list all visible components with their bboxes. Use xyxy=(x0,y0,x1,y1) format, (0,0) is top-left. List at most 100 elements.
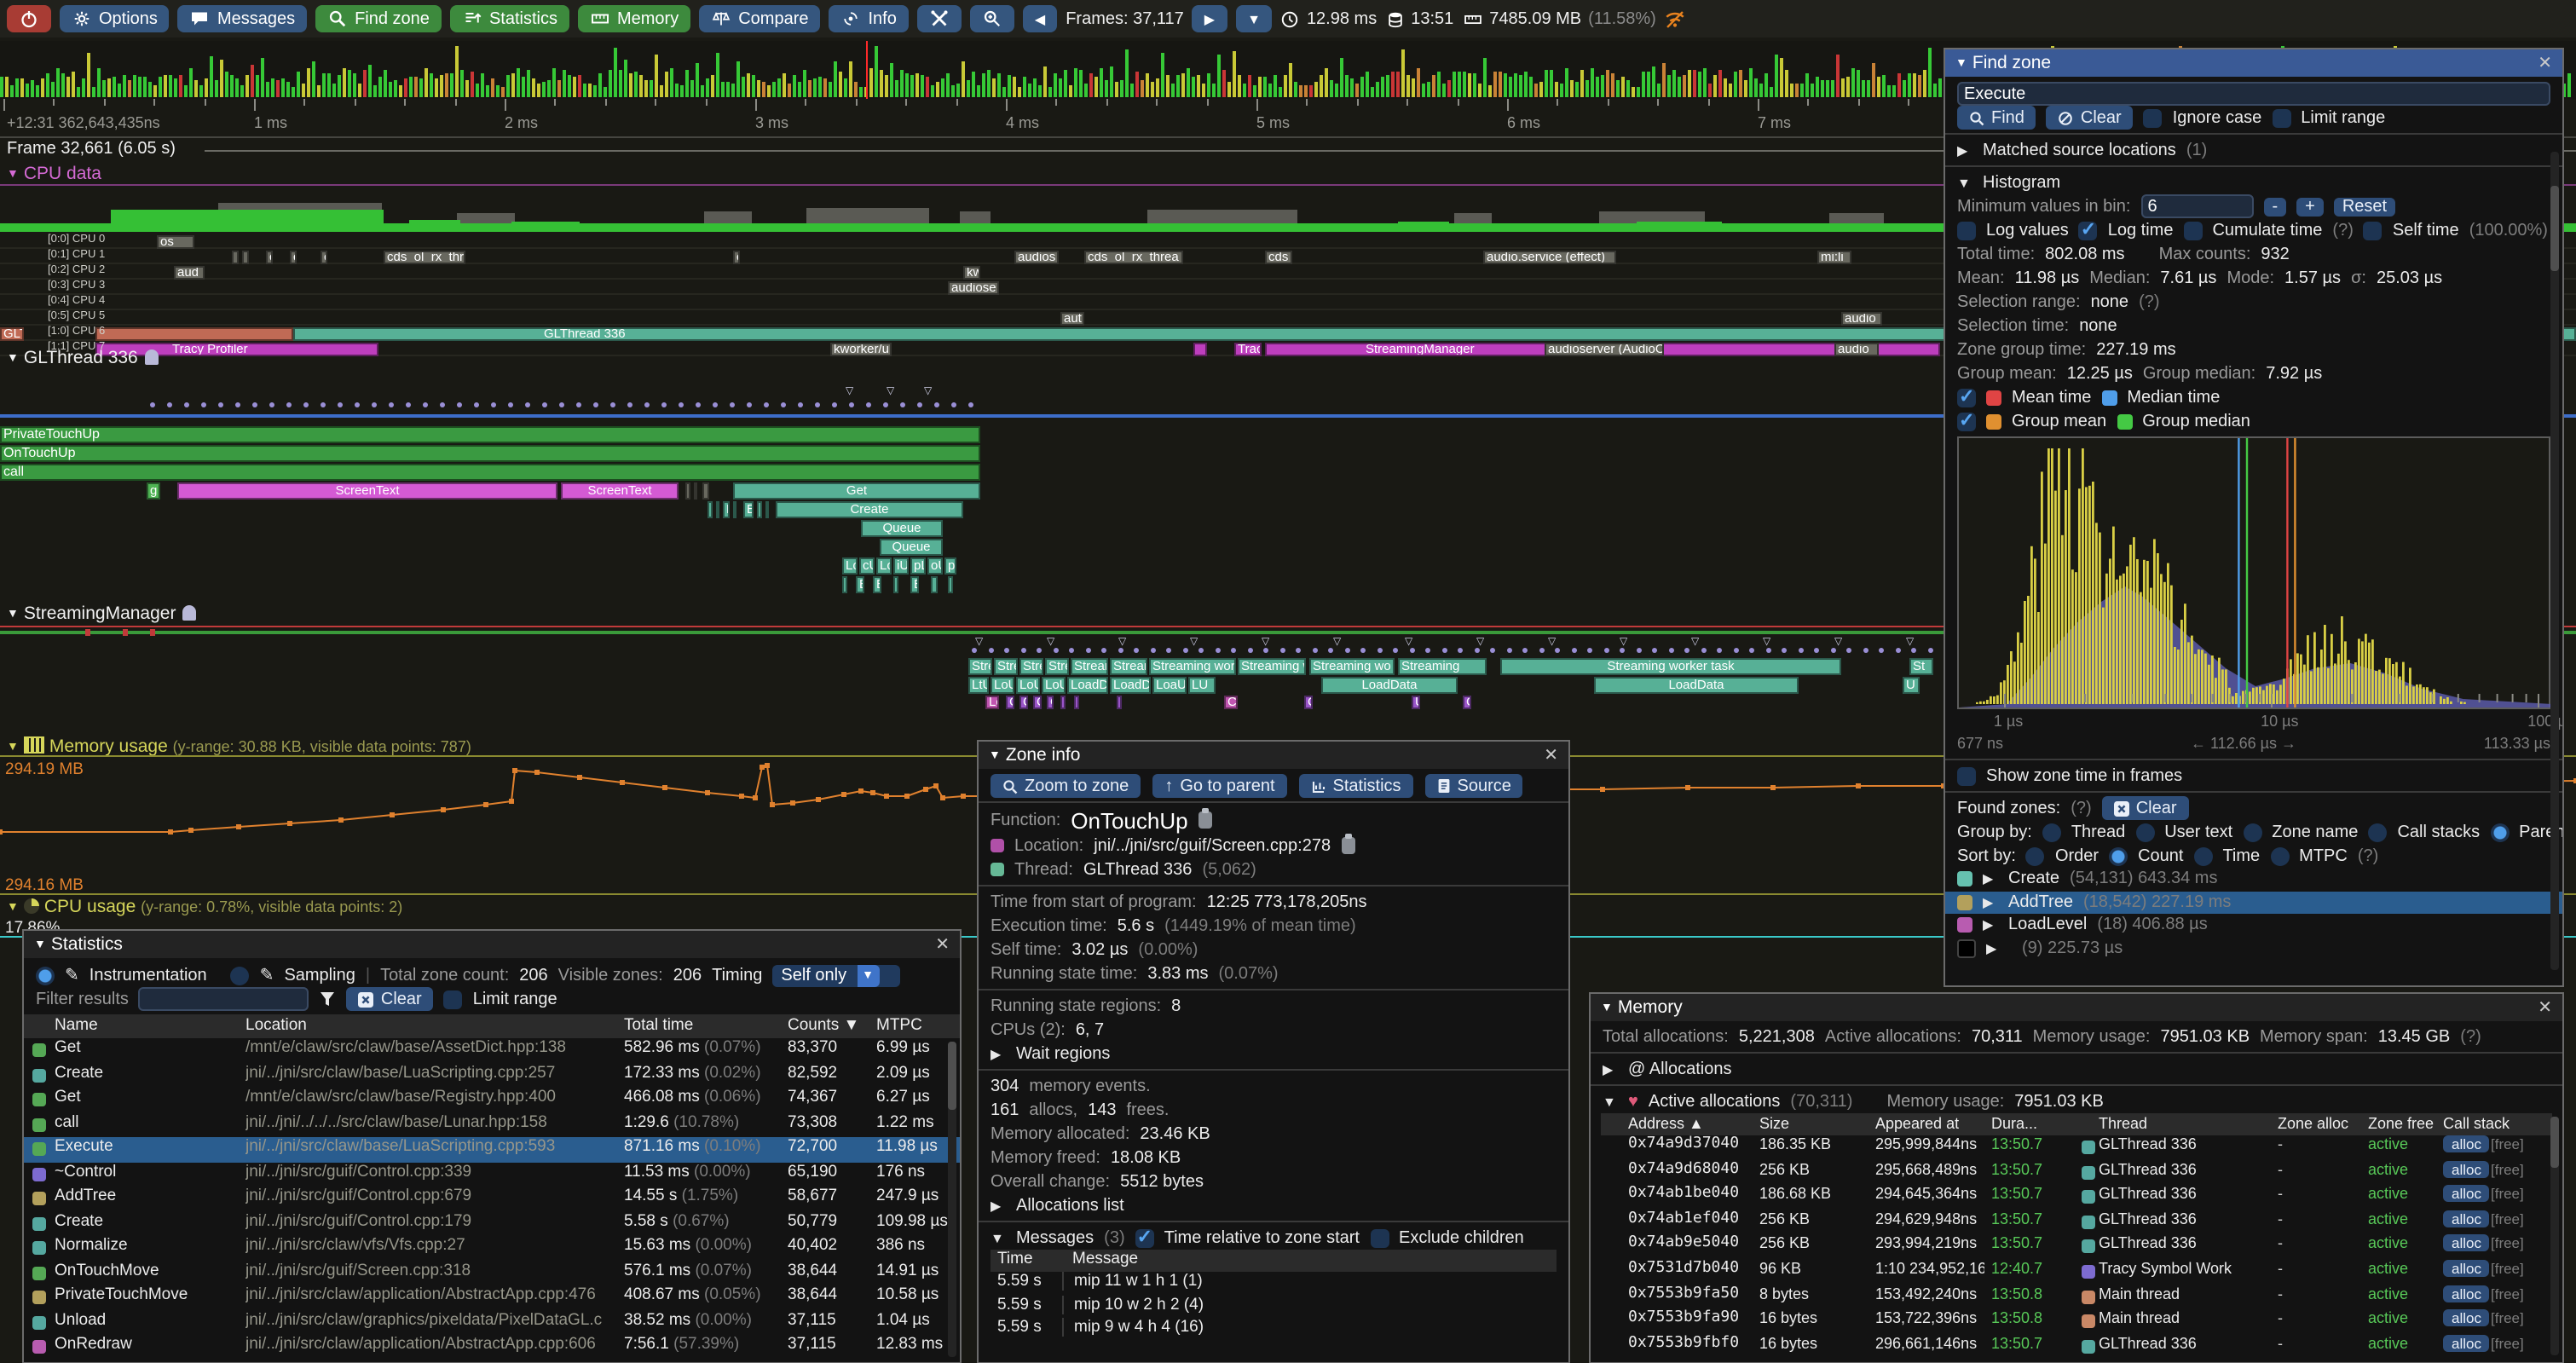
zone-bar[interactable]: g xyxy=(147,482,160,500)
close-icon[interactable]: ✕ xyxy=(935,935,950,954)
zone-bar[interactable] xyxy=(694,482,697,500)
zone-bar[interactable]: Strea xyxy=(994,658,1018,675)
table-row[interactable]: ~Control jni/../jni/src/guif/Control.cpp… xyxy=(24,1162,960,1187)
zone-bar[interactable]: Strea xyxy=(1045,658,1069,675)
zone-bar[interactable]: Streaming wo xyxy=(1309,658,1395,675)
parent-radio[interactable] xyxy=(2490,823,2510,841)
zone-bar[interactable]: Lo xyxy=(876,557,892,575)
zone-bar[interactable]: aut xyxy=(1060,311,1084,325)
memory-table-header[interactable]: Address ▲ Size Appeared at Dura... Thread Zon… xyxy=(1601,1113,2552,1135)
close-icon[interactable]: ✕ xyxy=(1544,746,1558,765)
min-bin-input[interactable]: 6 xyxy=(2140,194,2254,218)
zone-bar[interactable]: Ci xyxy=(1224,696,1238,709)
sampling-radio[interactable] xyxy=(230,966,250,985)
zone-bar[interactable]: E xyxy=(723,501,730,518)
memory-table[interactable]: 0x74a9d37040 186.35 KB 295,999,844ns 13:… xyxy=(1601,1135,2552,1360)
collapse-arrow[interactable]: ▼ xyxy=(991,1230,1004,1245)
zone-bar[interactable]: LoU xyxy=(991,677,1014,694)
find-zone-titlebar[interactable]: ▼ Find zone ✕ xyxy=(1945,49,2562,77)
limit-range-checkbox[interactable] xyxy=(443,990,463,1008)
time-radio[interactable] xyxy=(2193,846,2213,865)
zone-bar[interactable]: Strea xyxy=(968,658,992,675)
scrollbar[interactable] xyxy=(2550,1117,2559,1355)
zone-bar[interactable]: E xyxy=(743,501,754,518)
zone-bar[interactable]: c xyxy=(290,250,297,263)
zone-bar[interactable]: pL xyxy=(910,557,926,575)
collapse-arrow[interactable]: ▼ xyxy=(1957,175,1971,190)
zone-bar[interactable]: c xyxy=(321,250,327,263)
zone-bar[interactable]: LtU xyxy=(968,677,989,694)
zone-bar[interactable]: oU xyxy=(927,557,943,575)
zone-bar[interactable]: U xyxy=(1412,696,1420,709)
zone-bar[interactable] xyxy=(765,501,769,518)
zone-bar[interactable]: Streaming xyxy=(1398,658,1487,675)
zone-bar[interactable] xyxy=(931,576,938,593)
collapse-arrow[interactable]: ▼ xyxy=(1603,1094,1616,1109)
zone-bar[interactable]: audioserver (AudioOut_D) xyxy=(1545,342,1664,355)
minus-button[interactable]: - xyxy=(2263,197,2287,216)
zone-bar[interactable]: Get xyxy=(733,482,980,500)
zone-bar[interactable]: Create xyxy=(776,501,963,518)
zone-bar[interactable] xyxy=(1193,342,1207,355)
zone-bar[interactable] xyxy=(702,482,709,500)
zone-bar[interactable]: Streaming worker task xyxy=(1500,658,1841,675)
zone-bar[interactable]: kworker/u xyxy=(830,342,892,355)
zone-bar[interactable]: Streaming w xyxy=(1238,658,1306,675)
statistics-table-header[interactable]: Name Location Total time Counts ▼ MTPC xyxy=(24,1014,960,1038)
zone-bar[interactable]: Trac xyxy=(1234,342,1262,355)
legend-checkbox[interactable] xyxy=(1957,384,1976,407)
zone-bar[interactable]: Streaming xyxy=(1071,658,1108,675)
zone-bar[interactable]: c xyxy=(733,250,740,263)
options-button[interactable]: Options xyxy=(60,5,170,32)
zone-bar[interactable]: LoadDaU xyxy=(1110,677,1151,694)
table-row[interactable]: Get /mnt/e/claw/src/claw/base/AssetDict.… xyxy=(24,1038,960,1063)
order-radio[interactable] xyxy=(2025,846,2045,865)
cpu-row[interactable]: [0:4] CPU 4 xyxy=(0,295,2576,310)
zone-bar[interactable]: Lc xyxy=(985,696,999,709)
zone-bar[interactable] xyxy=(842,576,847,593)
zone-bar[interactable] xyxy=(685,482,690,500)
zone-bar[interactable]: Streaming xyxy=(1110,658,1147,675)
reset-button[interactable]: Reset xyxy=(2333,197,2396,216)
messages-table[interactable]: Time Message 5.59 s mip 11 w 1 h 1 (1) 5.59 … xyxy=(991,1250,1557,1341)
alloc-link[interactable]: alloc xyxy=(2443,1135,2490,1152)
timing-dropdown[interactable]: Self only ▼ xyxy=(772,964,901,986)
statistics-button[interactable]: Statistics xyxy=(1298,774,1413,798)
go-to-parent-button[interactable]: ↑ Go to parent xyxy=(1152,774,1287,798)
self-time-checkbox[interactable] xyxy=(2363,221,2383,240)
zone-bar[interactable]: Queue xyxy=(861,520,943,537)
zone-bar[interactable]: U xyxy=(1903,677,1920,694)
cpu-row[interactable]: Tracy Profiler kworker/u Trac StreamingMana… xyxy=(0,341,2576,356)
found-zone-item[interactable]: ▶ LoadLevel (18) 406.88 µs xyxy=(1945,914,2562,937)
zone-bar[interactable]: mi:li xyxy=(1817,250,1851,263)
memory-button[interactable]: Memory xyxy=(577,5,691,32)
find-button[interactable]: Find xyxy=(1957,106,2036,130)
zone-bar[interactable]: LU xyxy=(1188,677,1216,694)
zone-info-titlebar[interactable]: ▼ Zone info ✕ xyxy=(979,742,1568,769)
count-radio[interactable] xyxy=(2109,846,2128,865)
allocation-row[interactable]: 0x74a9d37040 186.35 KB 295,999,844ns 13:… xyxy=(1628,1135,2524,1154)
plus-button[interactable]: + xyxy=(2296,197,2324,216)
zone-bar[interactable] xyxy=(757,501,762,518)
histogram-plot[interactable] xyxy=(1957,436,2552,709)
thread-zone-bar[interactable]: OnTouchUp xyxy=(0,445,980,462)
alloc-link[interactable]: alloc xyxy=(2443,1210,2490,1227)
show-zone-time-checkbox[interactable] xyxy=(1957,766,1976,785)
zone-bar[interactable]: ScreenText xyxy=(177,482,557,500)
zone-bar[interactable]: c xyxy=(266,250,273,263)
table-row[interactable]: Get /mnt/e/claw/src/claw/base/Registry.h… xyxy=(24,1088,960,1112)
zone-bar[interactable] xyxy=(733,501,736,518)
scrollbar[interactable] xyxy=(2550,152,2559,970)
zone-bar[interactable] xyxy=(893,576,898,593)
collapse-arrow[interactable]: ▶ xyxy=(1983,871,1994,887)
table-row[interactable]: Unload jni/../jni/src/claw/graphics/pixe… xyxy=(24,1310,960,1335)
zone-bar[interactable]: Queue xyxy=(880,539,943,556)
zone-bar[interactable] xyxy=(95,326,293,340)
message-row[interactable]: 5.59 s mip 10 w 2 h 2 (4) xyxy=(997,1295,1204,1314)
zone-bar[interactable] xyxy=(1117,696,1122,709)
zone-bar[interactable] xyxy=(708,501,713,518)
allocation-row[interactable]: 0x74ab1ef040 256 KB 294,629,948ns 13:50.… xyxy=(1628,1210,2524,1229)
alloc-link[interactable]: alloc xyxy=(2443,1160,2490,1178)
close-icon[interactable]: ✕ xyxy=(2538,998,2552,1017)
info-button[interactable]: Info xyxy=(829,5,909,32)
